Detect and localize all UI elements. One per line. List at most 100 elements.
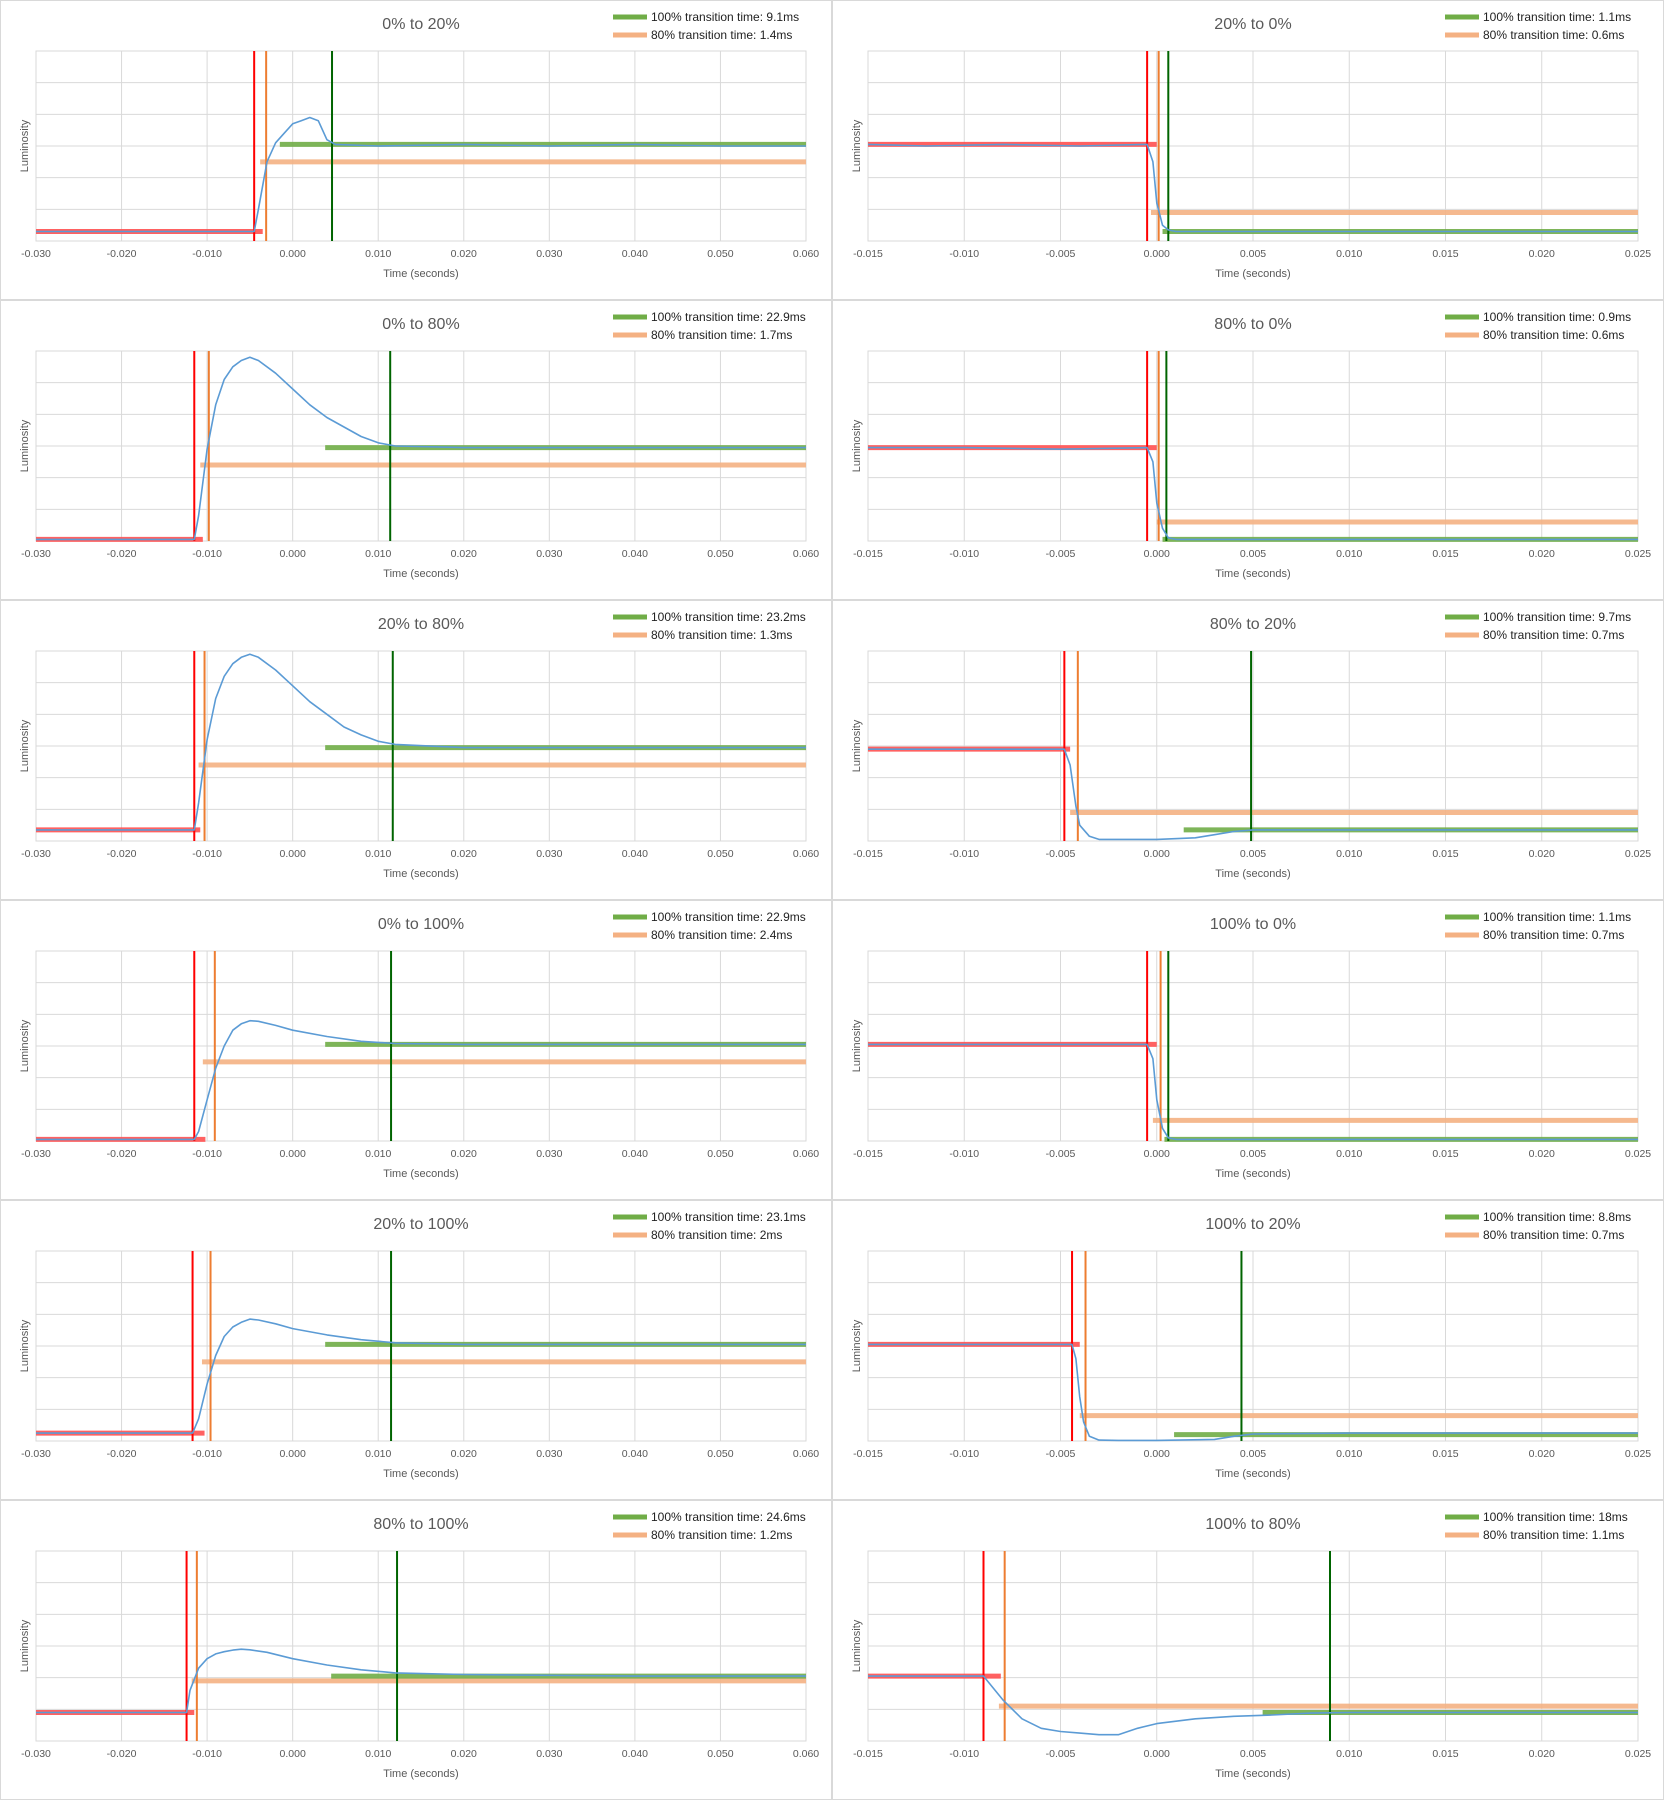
chart-title: 100% to 0%	[1210, 916, 1296, 933]
chart-svg: -0.030 -0.020 -0.010 0.000 0.010 0.020 0.030 0.…	[19, 1210, 819, 1480]
chart-title: 80% to 0%	[1214, 316, 1291, 333]
signal-line	[36, 116, 806, 233]
signal-line	[36, 1019, 806, 1141]
chart-title: 0% to 20%	[382, 16, 459, 33]
x-tick-label: 0.060	[793, 848, 819, 860]
chart-panel: -0.015 -0.010 -0.005 0.000 0.005 0.010 0.015 0.…	[832, 600, 1664, 900]
chart-panel: -0.015 -0.010 -0.005 0.000 0.005 0.010 0.015 0.…	[832, 900, 1664, 1200]
x-tick-label: -0.005	[1046, 548, 1076, 560]
chart-title: 20% to 80%	[378, 616, 464, 633]
chart-panel: -0.030 -0.020 -0.010 0.000 0.010 0.020 0.030 0.…	[0, 1500, 832, 1800]
x-tick-label: 0.010	[365, 1148, 391, 1160]
x-tick-label: 0.060	[793, 1748, 819, 1760]
chart-svg: -0.030 -0.020 -0.010 0.000 0.010 0.020 0.030 0.…	[19, 1510, 819, 1780]
x-tick-label: 0.050	[707, 548, 733, 560]
x-tick-label: 0.030	[536, 1148, 562, 1160]
legend-entry: 100% transition time: 1.1ms	[1483, 10, 1631, 24]
legend-entry: 80% transition time: 1.7ms	[651, 328, 792, 342]
x-tick-label: 0.000	[280, 248, 306, 260]
x-tick-label: 0.005	[1240, 548, 1266, 560]
y-axis-label: Luminosity	[19, 1619, 31, 1672]
legend-entry: 80% transition time: 0.7ms	[1483, 928, 1624, 942]
x-tick-label: 0.010	[1336, 248, 1362, 260]
x-tick-label: -0.010	[949, 548, 979, 560]
chart-panel: -0.030 -0.020 -0.010 0.000 0.010 0.020 0.030 0.…	[0, 600, 832, 900]
x-tick-label: 0.020	[451, 1148, 477, 1160]
chart-panel: -0.030 -0.020 -0.010 0.000 0.010 0.020 0.030 0.…	[0, 1200, 832, 1500]
x-tick-label: 0.010	[365, 1448, 391, 1460]
chart-svg: -0.015 -0.010 -0.005 0.000 0.005 0.010 0.015 0.…	[851, 310, 1651, 580]
x-tick-label: 0.025	[1625, 248, 1651, 260]
legend-entry: 100% transition time: 22.9ms	[651, 310, 806, 324]
x-tick-label: -0.005	[1046, 1748, 1076, 1760]
chart-svg: -0.030 -0.020 -0.010 0.000 0.010 0.020 0.030 0.…	[19, 310, 819, 580]
x-tick-label: 0.020	[1529, 548, 1555, 560]
x-tick-label: -0.030	[21, 1148, 51, 1160]
x-tick-label: 0.010	[1336, 1748, 1362, 1760]
x-tick-label: -0.030	[21, 1448, 51, 1460]
signal-line	[36, 1648, 806, 1714]
x-tick-label: -0.010	[192, 248, 222, 260]
legend-entry: 100% transition time: 22.9ms	[651, 910, 806, 924]
x-axis-label: Time (seconds)	[383, 1768, 458, 1780]
signal-line	[36, 1318, 806, 1434]
x-tick-label: 0.005	[1240, 1748, 1266, 1760]
x-tick-label: -0.005	[1046, 848, 1076, 860]
x-tick-label: 0.050	[707, 1148, 733, 1160]
x-tick-label: 0.030	[536, 548, 562, 560]
x-tick-label: 0.000	[1144, 1748, 1170, 1760]
signal-line	[868, 1675, 1638, 1736]
x-tick-label: 0.050	[707, 848, 733, 860]
x-tick-label: 0.020	[1529, 1448, 1555, 1460]
x-tick-label: -0.020	[107, 248, 137, 260]
x-tick-label: 0.020	[1529, 248, 1555, 260]
x-axis-label: Time (seconds)	[383, 1168, 458, 1180]
chart-svg: -0.030 -0.020 -0.010 0.000 0.010 0.020 0.030 0.…	[19, 610, 819, 880]
chart-title: 100% to 20%	[1205, 1216, 1300, 1233]
signal-line	[868, 446, 1638, 541]
x-tick-label: -0.010	[949, 1748, 979, 1760]
chart-panel: -0.030 -0.020 -0.010 0.000 0.010 0.020 0.030 0.…	[0, 900, 832, 1200]
x-tick-label: -0.020	[107, 1748, 137, 1760]
signal-line	[868, 748, 1638, 841]
x-axis-label: Time (seconds)	[1215, 868, 1290, 880]
y-axis-label: Luminosity	[19, 1019, 31, 1072]
x-tick-label: -0.005	[1046, 248, 1076, 260]
x-tick-label: -0.005	[1046, 1148, 1076, 1160]
x-tick-label: 0.030	[536, 848, 562, 860]
x-tick-label: 0.015	[1432, 1448, 1458, 1460]
x-tick-label: -0.010	[192, 848, 222, 860]
legend-entry: 80% transition time: 2.4ms	[651, 928, 792, 942]
x-tick-label: 0.025	[1625, 848, 1651, 860]
x-tick-label: -0.015	[853, 548, 883, 560]
x-tick-label: -0.005	[1046, 1448, 1076, 1460]
x-tick-label: 0.010	[365, 848, 391, 860]
legend-entry: 100% transition time: 1.1ms	[1483, 910, 1631, 924]
x-axis-label: Time (seconds)	[1215, 268, 1290, 280]
x-tick-label: 0.020	[451, 1748, 477, 1760]
x-tick-label: 0.015	[1432, 848, 1458, 860]
x-tick-label: -0.010	[949, 248, 979, 260]
x-tick-label: 0.020	[1529, 848, 1555, 860]
chart-title: 100% to 80%	[1205, 1516, 1300, 1533]
chart-svg: -0.030 -0.020 -0.010 0.000 0.010 0.020 0.030 0.…	[19, 10, 819, 280]
x-tick-label: 0.020	[451, 548, 477, 560]
x-tick-label: 0.005	[1240, 248, 1266, 260]
x-tick-label: 0.040	[622, 1448, 648, 1460]
x-tick-label: 0.040	[622, 848, 648, 860]
x-tick-label: 0.000	[280, 1748, 306, 1760]
x-axis-label: Time (seconds)	[383, 868, 458, 880]
x-tick-label: 0.015	[1432, 1748, 1458, 1760]
x-tick-label: 0.050	[707, 1448, 733, 1460]
chart-panel: -0.015 -0.010 -0.005 0.000 0.005 0.010 0.015 0.…	[832, 300, 1664, 600]
x-axis-label: Time (seconds)	[383, 268, 458, 280]
x-tick-label: 0.040	[622, 248, 648, 260]
chart-svg: -0.015 -0.010 -0.005 0.000 0.005 0.010 0.015 0.…	[851, 610, 1651, 880]
x-tick-label: 0.010	[365, 548, 391, 560]
chart-panel: -0.030 -0.020 -0.010 0.000 0.010 0.020 0.030 0.…	[0, 300, 832, 600]
x-tick-label: -0.010	[949, 848, 979, 860]
x-tick-label: 0.040	[622, 1748, 648, 1760]
x-axis-label: Time (seconds)	[383, 568, 458, 580]
chart-title: 80% to 20%	[1210, 616, 1296, 633]
y-axis-label: Luminosity	[19, 419, 31, 472]
